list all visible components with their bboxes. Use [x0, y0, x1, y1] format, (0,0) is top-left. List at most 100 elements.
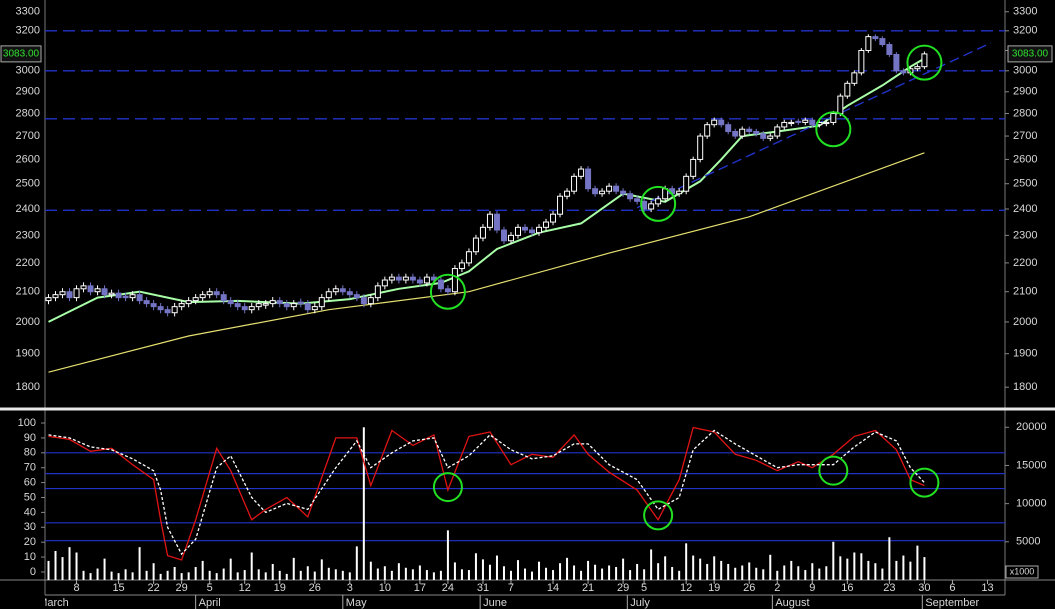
candle-body: [52, 294, 59, 299]
volume-bar: [404, 567, 407, 580]
candle-body: [353, 294, 360, 299]
candle-body: [725, 124, 732, 132]
volume-bar: [783, 565, 786, 580]
candle-body: [809, 119, 816, 126]
candle-body: [416, 279, 423, 284]
volume-bar: [601, 568, 604, 580]
candle-body: [276, 300, 283, 305]
annotation-circle: [640, 185, 677, 222]
candle-body: [486, 213, 493, 228]
y-tick-label: 2500: [16, 178, 40, 190]
candle-body: [59, 291, 66, 296]
candle-body: [192, 297, 199, 302]
volume-bar: [425, 570, 428, 580]
y-tick-label-right: 2100: [1013, 286, 1037, 298]
candle-body: [465, 251, 472, 264]
candle-body: [297, 301, 304, 305]
y-tick-label: 2800: [16, 107, 40, 119]
volume-bar: [797, 566, 800, 580]
volume-bar: [622, 558, 625, 580]
y-tick-label: 2700: [16, 130, 40, 142]
candle-body: [213, 291, 220, 296]
volume-bar: [173, 567, 176, 580]
month-label: April: [199, 597, 221, 609]
volume-bar: [643, 569, 646, 580]
volume-bar: [874, 563, 877, 580]
y-tick-label: 3000: [16, 65, 40, 77]
unit-box: [1005, 565, 1039, 579]
candle-body: [543, 221, 550, 228]
volume-bar: [727, 563, 730, 580]
y-tick-label: 3300: [16, 6, 40, 18]
candle-body: [45, 297, 52, 302]
candle-body: [262, 303, 269, 306]
candle-body: [711, 119, 718, 126]
candle-body: [423, 276, 430, 284]
y-tick-label-right: 2300: [1013, 229, 1037, 241]
month-label: August: [775, 597, 809, 609]
x-tick-label: 29: [176, 582, 188, 594]
candle-body: [837, 95, 844, 115]
candle-body: [129, 294, 136, 299]
volume-bar: [706, 563, 709, 580]
volume-bar: [110, 571, 113, 580]
volume-bar: [68, 547, 71, 580]
y-tick-label: 50: [24, 491, 36, 503]
y-tick-label-right: 2700: [1013, 130, 1037, 142]
volume-bar: [524, 568, 526, 580]
candle-body: [185, 300, 192, 305]
candle-body: [332, 288, 339, 293]
volume-bar: [320, 559, 323, 580]
candle-body: [388, 276, 395, 281]
volume-bar: [636, 563, 639, 580]
volume-bar: [853, 552, 856, 580]
candle-body: [115, 292, 122, 299]
candle-body: [788, 121, 795, 125]
y-tick-label: 1800: [16, 381, 40, 393]
candle-body: [367, 297, 374, 305]
volume-bar: [678, 570, 681, 580]
last-price-box: [0, 45, 42, 63]
annotation-circle: [815, 111, 852, 148]
y-tick-label: 60: [24, 477, 36, 489]
candle-body: [557, 195, 564, 215]
y-tick-label-right: 2800: [1013, 107, 1037, 119]
volume-bar: [222, 568, 225, 580]
candle-body: [507, 234, 514, 242]
volume-bar: [516, 560, 519, 580]
y-tick-label-right: 1900: [1013, 348, 1037, 360]
volume-bar: [734, 567, 737, 580]
candle-body: [143, 300, 150, 305]
volume-bar: [369, 561, 372, 580]
y-tick-label: 0: [30, 566, 36, 578]
y-tick-label-right: 3300: [1013, 6, 1037, 18]
candle-body: [753, 130, 760, 135]
y-tick-label-right: 3000: [1013, 65, 1037, 77]
volume-bar: [453, 562, 456, 580]
volume-bar: [804, 570, 807, 580]
x-tick-label: 29: [617, 582, 629, 594]
volume-bar: [124, 569, 127, 580]
candle-body: [704, 124, 711, 137]
x-tick-label: 12: [239, 582, 251, 594]
volume-bar: [96, 568, 99, 580]
y-tick-label: 2100: [16, 286, 40, 298]
y-tick-label: 2400: [16, 203, 40, 215]
month-label: May: [346, 597, 367, 609]
candle-body: [578, 168, 585, 177]
volume-bar: [685, 543, 688, 580]
x-tick-label: 13: [981, 582, 993, 594]
x-tick-label: 6: [949, 582, 955, 594]
volume-bar: [152, 563, 155, 580]
last-price-label: 3083.00: [3, 49, 40, 60]
volume-bar: [545, 567, 548, 580]
candle-body: [66, 291, 73, 299]
volume-bar: [390, 570, 393, 580]
x-tick-label: 16: [841, 582, 853, 594]
annotation-circle: [432, 472, 463, 503]
volume-bar: [432, 572, 435, 580]
candle-body: [248, 306, 255, 311]
candle-body: [746, 128, 753, 132]
candle-body: [683, 175, 690, 192]
